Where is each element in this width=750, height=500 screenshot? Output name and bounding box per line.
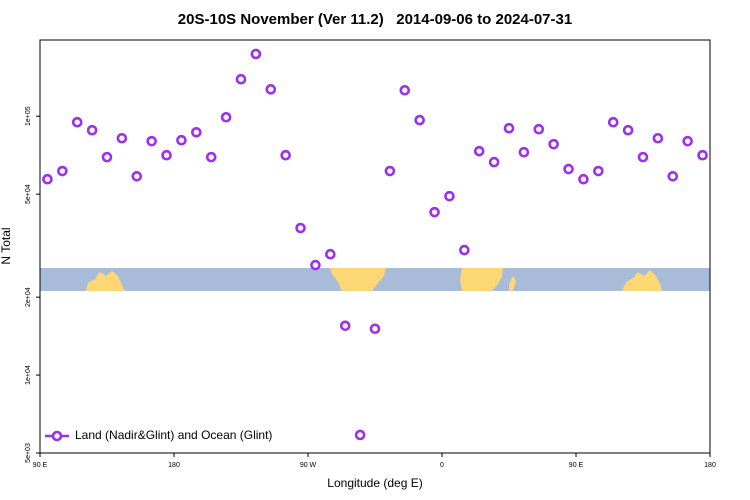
x-tick-label: 90 E xyxy=(569,462,584,469)
legend-marker xyxy=(51,430,63,442)
data-point xyxy=(71,116,83,128)
data-point xyxy=(533,123,545,135)
data-point xyxy=(131,171,143,182)
x-tick-label: 90 W xyxy=(300,462,317,469)
data-point xyxy=(548,138,559,150)
y-tick-label: 1e+05 xyxy=(25,106,32,126)
data-point xyxy=(235,73,247,85)
data-point xyxy=(116,132,128,144)
data-point xyxy=(86,124,98,136)
data-point xyxy=(667,171,679,182)
data-point xyxy=(444,190,455,202)
data-point xyxy=(622,124,634,136)
data-point xyxy=(578,173,589,185)
y-tick-label: 2e+04 xyxy=(25,287,32,307)
data-point xyxy=(310,259,321,271)
data-point xyxy=(652,132,664,144)
legend-label: Land (Nadir&Glint) and Ocean (Glint) xyxy=(75,428,272,442)
data-point xyxy=(563,163,574,175)
data-point xyxy=(280,149,291,161)
data-point xyxy=(459,244,470,256)
data-point xyxy=(503,122,515,134)
x-tick-label: 90 E xyxy=(33,462,48,469)
x-tick-label: 180 xyxy=(704,462,716,469)
data-point xyxy=(42,173,53,185)
data-point xyxy=(161,149,172,161)
data-point xyxy=(101,151,113,163)
data-point xyxy=(295,222,306,234)
data-point xyxy=(682,135,693,147)
data-point xyxy=(325,248,336,260)
data-point xyxy=(250,48,262,60)
data-point xyxy=(414,114,425,126)
x-tick-label: 180 xyxy=(168,462,180,469)
data-point xyxy=(339,320,351,332)
x-tick-label: 0 xyxy=(440,462,444,469)
y-tick-label: 1e+04 xyxy=(25,365,32,385)
data-point xyxy=(205,151,217,163)
data-point xyxy=(176,134,187,146)
data-point xyxy=(354,429,366,441)
data-point xyxy=(473,145,485,157)
y-axis-label: N Total xyxy=(0,227,13,264)
chart-title: 20S-10S November (Ver 11.2) 2014-09-06 t… xyxy=(178,11,572,28)
data-point xyxy=(429,206,440,218)
data-point xyxy=(369,323,381,335)
x-axis-label: Longitude (deg E) xyxy=(327,476,422,490)
data-point xyxy=(220,111,232,123)
data-point xyxy=(265,84,277,95)
y-tick-label: 5e+03 xyxy=(25,443,32,463)
data-point xyxy=(399,84,411,96)
data-point xyxy=(57,165,68,177)
data-point xyxy=(191,126,202,138)
y-tick-label: 5e+04 xyxy=(25,184,32,204)
data-point xyxy=(488,156,500,168)
data-point xyxy=(593,165,604,177)
data-point xyxy=(697,149,708,161)
data-point xyxy=(384,165,396,177)
data-point xyxy=(146,135,157,147)
data-point xyxy=(607,116,619,128)
data-point xyxy=(518,146,530,158)
map-strip xyxy=(40,268,710,291)
data-point xyxy=(637,151,649,163)
plot-frame xyxy=(39,39,711,454)
